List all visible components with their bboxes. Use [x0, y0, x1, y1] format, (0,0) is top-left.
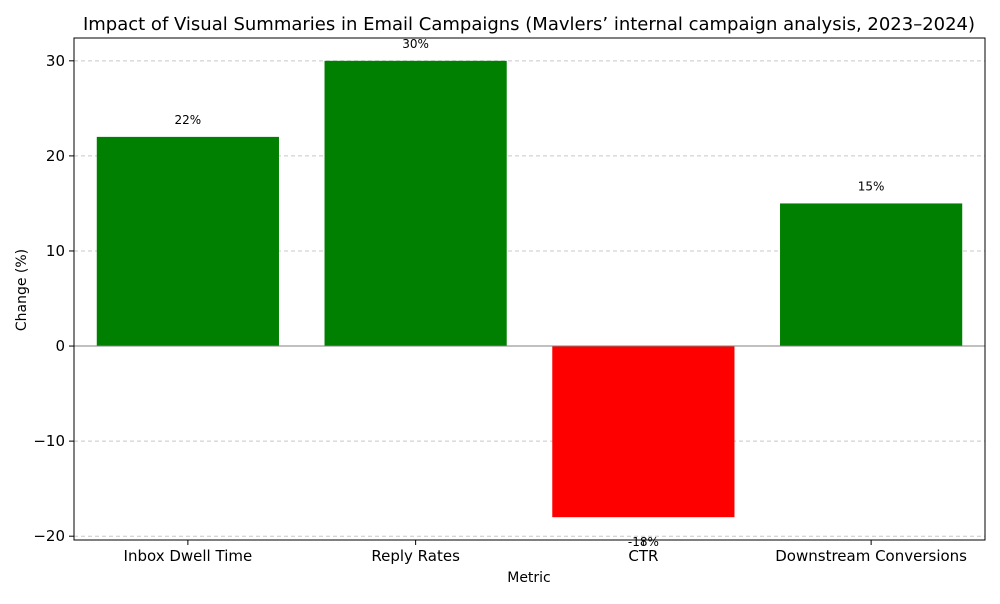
data-labels: 22% 30% -18% 15%: [175, 37, 885, 549]
x-axis-ticks: Inbox Dwell Time Reply Rates CTR Downstream…: [124, 540, 967, 565]
y-axis-label: Change (%): [14, 249, 30, 331]
y-tick-label: 20: [46, 147, 65, 165]
y-tick-label: 0: [55, 337, 65, 355]
bar: [780, 203, 963, 347]
x-tick-label: Downstream Conversions: [775, 547, 967, 565]
y-tick-label: 10: [46, 242, 65, 260]
x-tick-label: CTR: [628, 547, 658, 565]
chart-title: Impact of Visual Summaries in Email Camp…: [83, 14, 975, 35]
y-axis-ticks: −20 −10 0 10 20 30: [33, 52, 74, 545]
data-label: 22%: [175, 113, 202, 127]
axes: [73, 37, 986, 541]
data-label: 15%: [858, 179, 885, 193]
y-tick-label: −20: [33, 527, 65, 545]
data-label: -18%: [628, 535, 659, 549]
x-tick-label: Reply Rates: [371, 547, 460, 565]
plot-frame: [73, 37, 986, 541]
y-tick-label: 30: [46, 52, 65, 70]
bars: [96, 60, 963, 518]
bar: [324, 60, 507, 347]
y-tick-label: −10: [33, 432, 65, 450]
x-tick-label: Inbox Dwell Time: [124, 547, 253, 565]
bar: [552, 346, 735, 518]
x-axis-label: Metric: [507, 570, 551, 586]
bar: [96, 136, 279, 347]
data-label: 30%: [402, 37, 429, 51]
